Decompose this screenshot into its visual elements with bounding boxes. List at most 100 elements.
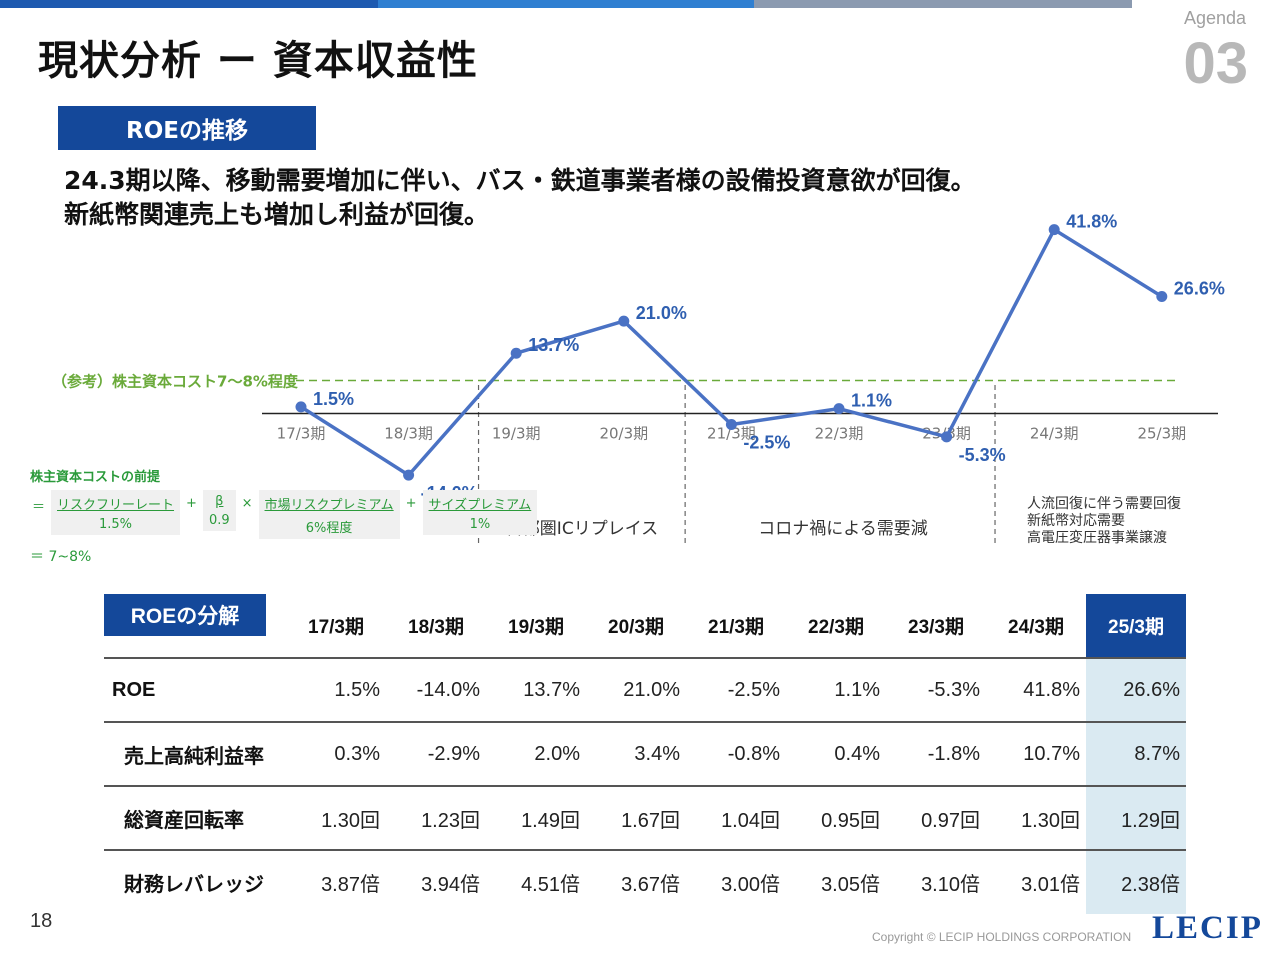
row-label: 売上高純利益率 xyxy=(104,722,286,787)
table-cell: 0.4% xyxy=(786,722,886,787)
roe-data-label: 1.1% xyxy=(851,391,892,411)
table-row-net-margin: 売上高純利益率 0.3% -2.9% 2.0% 3.4% -0.8% 0.4% … xyxy=(104,722,1186,787)
x-tick-label: 25/3期 xyxy=(1137,425,1186,443)
table-cell: 3.87倍 xyxy=(321,874,380,896)
table-cell: -14.0% xyxy=(386,658,486,723)
roe-data-label: -2.5% xyxy=(743,433,790,453)
roe-data-label: 41.8% xyxy=(1066,212,1117,232)
table-cell-highlighted: 2.38倍 xyxy=(1086,850,1186,914)
period-annotation-recovery-3: 高電圧変圧器事業譲渡 xyxy=(1027,529,1167,546)
agenda-label: Agenda xyxy=(1183,8,1246,28)
period-annotation-recovery-2: 新紙幣対応需要 xyxy=(1027,513,1125,529)
premise-term-size-premium: サイズプレミアム 1% xyxy=(422,490,538,535)
table-cell: 3.67倍 xyxy=(621,874,680,896)
table-cell: 3.01倍 xyxy=(1021,874,1080,896)
roe-data-point xyxy=(833,403,845,415)
period-header: 24/3期 xyxy=(986,594,1086,659)
table-cell: 3.05倍 xyxy=(821,874,880,896)
premise-term-value: 1.5% xyxy=(99,517,133,532)
agenda-number: 03 xyxy=(1183,31,1248,96)
table-header-row: ROEの分解 17/3期 18/3期 19/3期 20/3期 21/3期 22/… xyxy=(104,594,1186,659)
roe-data-label: 13.7% xyxy=(528,335,579,355)
top-bar-segment-1 xyxy=(0,0,378,8)
premise-plus: + xyxy=(186,496,197,511)
table-cell: 21.0% xyxy=(586,658,686,723)
table-row-asset-turnover: 総資産回転率 1.30回 1.23回 1.49回 1.67回 1.04回 0.9… xyxy=(104,786,1186,851)
premise-term-label: 市場リスクプレミアム xyxy=(264,498,394,513)
table-cell: 3.10倍 xyxy=(921,874,980,896)
table-cell: -1.8% xyxy=(886,722,986,787)
table-cell: 3.4% xyxy=(586,722,686,787)
x-tick-label: 18/3期 xyxy=(384,425,433,443)
premise-term-label: β xyxy=(215,494,224,509)
table-cell: 2.0% xyxy=(486,722,586,787)
period-annotation-recovery-1: 人流回復に伴う需要回復 xyxy=(1027,495,1181,512)
period-header: 21/3期 xyxy=(686,594,786,659)
lecip-logo: LECIP xyxy=(1152,910,1263,946)
table-cell-highlighted: 26.6% xyxy=(1086,658,1186,723)
table-cell: -2.9% xyxy=(386,722,486,787)
roe-data-label: 21.0% xyxy=(636,303,687,323)
table-cell: 1.23回 xyxy=(386,786,486,851)
x-tick-label: 22/3期 xyxy=(815,425,864,443)
premise-term-market-premium: 市場リスクプレミアム 6%程度 xyxy=(258,490,400,539)
roe-line-chart: （参考）株主資本コスト7～8%程度 17/3期 18/3期 19/3期 20/3期 21/… xyxy=(52,212,1225,546)
row-label: ROE xyxy=(104,658,286,723)
table-cell: 13.7% xyxy=(486,658,586,723)
period-header: 23/3期 xyxy=(886,594,986,659)
x-tick-label: 19/3期 xyxy=(492,425,541,443)
page-number: 18 xyxy=(30,910,53,932)
table-cell: 1.30回 xyxy=(986,786,1086,851)
headline-line-1: 24.3期以降、移動需要増加に伴い、バス・鉄道事業者様の設備投資意欲が回復。 xyxy=(64,166,976,195)
table-row-leverage: 財務レバレッジ 3.87倍 3.94倍 4.51倍 3.67倍 3.00倍 3.… xyxy=(104,850,1186,914)
section-label-roe-trend: ROEの推移 xyxy=(58,106,316,150)
table-cell: 3.00倍 xyxy=(721,874,780,896)
period-header: 17/3期 xyxy=(286,594,386,659)
table-cell: 0.97回 xyxy=(886,786,986,851)
premise-equals: ＝ xyxy=(32,500,46,515)
table-cell-highlighted: 8.7% xyxy=(1086,722,1186,787)
period-header: 22/3期 xyxy=(786,594,886,659)
premise-result: ＝ 7~8% xyxy=(30,549,92,565)
table-corner: ROEの分解 xyxy=(104,594,286,659)
roe-data-point xyxy=(618,315,630,327)
roe-data-label: 26.6% xyxy=(1174,278,1225,298)
table-cell: 4.51倍 xyxy=(521,874,580,896)
table-cell-highlighted: 1.29回 xyxy=(1086,786,1186,851)
period-annotation-ic-replace: 首都圏ICリプレイス xyxy=(506,519,658,539)
table-cell: 3.94倍 xyxy=(421,874,480,896)
premise-term-label: リスクフリーレート xyxy=(57,498,175,513)
x-tick-label: 17/3期 xyxy=(277,425,326,443)
table-cell: 1.5% xyxy=(286,658,386,723)
x-tick-label: 20/3期 xyxy=(599,425,648,443)
table-cell: 1.1% xyxy=(786,658,886,723)
roe-data-point xyxy=(1048,224,1060,236)
roe-data-point xyxy=(1156,290,1168,302)
top-bar-segment-3 xyxy=(754,0,1132,8)
table-cell: -0.8% xyxy=(686,722,786,787)
table-cell: 1.49回 xyxy=(486,786,586,851)
headline-line-2: 新紙幣関連売上も増加し利益が回復。 xyxy=(64,200,490,229)
period-header: 20/3期 xyxy=(586,594,686,659)
premise-term-value: 6%程度 xyxy=(305,521,353,536)
roe-data-label: -5.3% xyxy=(959,445,1006,465)
table-cell: 1.30回 xyxy=(286,786,386,851)
table-cell: 0.3% xyxy=(286,722,386,787)
period-header: 18/3期 xyxy=(386,594,486,659)
table-cell: -2.5% xyxy=(686,658,786,723)
x-tick-label: 24/3期 xyxy=(1030,425,1079,443)
row-label: 総資産回転率 xyxy=(104,786,286,851)
period-header-highlighted: 25/3期 xyxy=(1086,594,1186,659)
table-cell: 10.7% xyxy=(986,722,1086,787)
roe-data-point xyxy=(725,419,737,430)
reference-line-label: （参考）株主資本コスト7～8%程度 xyxy=(52,373,299,391)
roe-data-point xyxy=(941,431,953,443)
premise-plus-2: + xyxy=(405,496,417,511)
copyright-text: Copyright © LECIP HOLDINGS CORPORATION xyxy=(872,930,1132,944)
table-cell: 1.67回 xyxy=(586,786,686,851)
premise-title: 株主資本コストの前提 xyxy=(30,470,161,485)
period-annotation-covid: コロナ禍による需要減 xyxy=(758,519,928,539)
top-bar-segment-2 xyxy=(378,0,754,8)
roe-data-point xyxy=(403,469,415,481)
x-tick-label: 21/3期 xyxy=(707,425,756,443)
